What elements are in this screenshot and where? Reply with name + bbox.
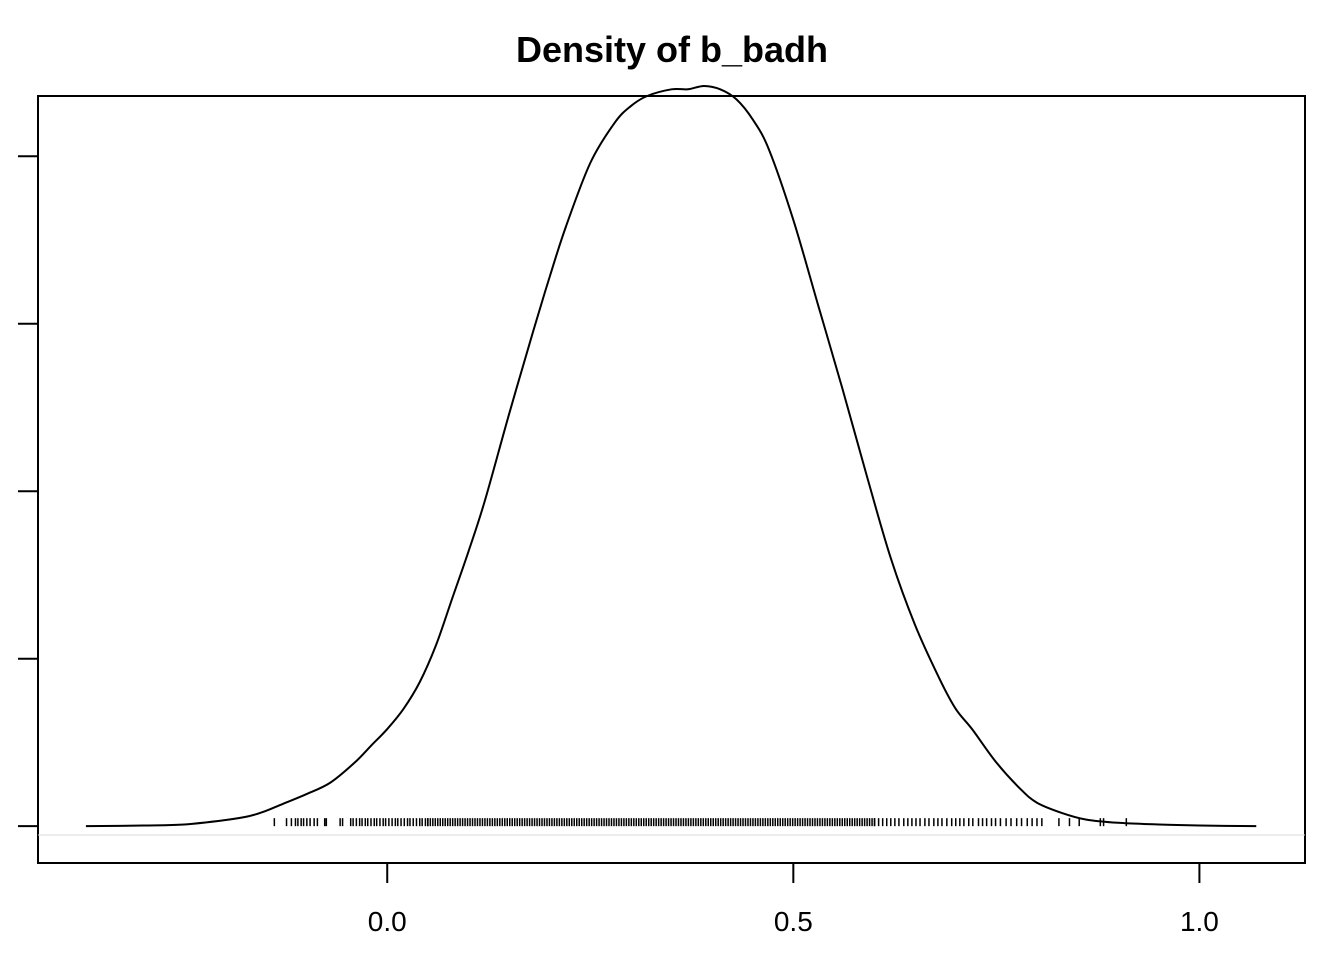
x-axis: 0.0 0.5 1.0 [368,863,1219,937]
y-axis [18,155,38,828]
x-tick-label-0: 0.0 [368,906,407,937]
plot-frame [37,95,1306,864]
chart-title: Density of b_badh [516,29,828,70]
rug-marks [273,818,1128,827]
density-curve [85,84,1257,828]
x-tick-label-1: 0.5 [774,906,813,937]
x-tick-label-2: 1.0 [1180,906,1219,937]
